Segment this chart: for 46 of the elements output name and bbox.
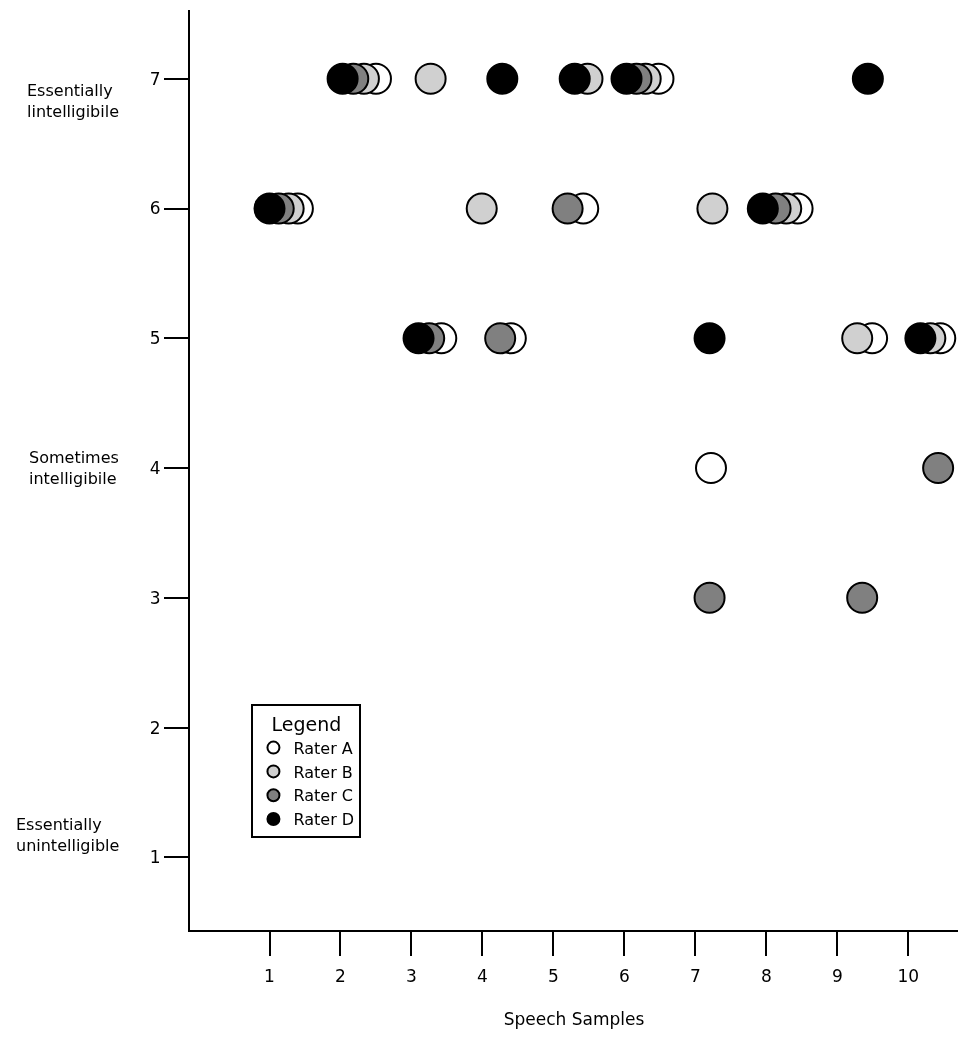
x-tick-label: 9 (831, 966, 843, 987)
x-tick-label: 7 (689, 966, 701, 987)
text: Essentially lintelligibile (27, 81, 119, 121)
point (693, 581, 726, 614)
x-tick-label: 5 (548, 966, 559, 987)
point (693, 322, 726, 355)
point (922, 452, 955, 485)
legend-label: Rater A (293, 738, 353, 758)
legend-label: Rater D (293, 810, 355, 830)
y-tick-label: 7 (149, 68, 161, 89)
legend-title: Legend (271, 712, 342, 735)
point (414, 62, 447, 95)
point (904, 322, 937, 355)
point (610, 62, 643, 95)
x-tick-label: 4 (477, 966, 488, 987)
point (326, 62, 359, 95)
text: Sometimes intelligibile (29, 448, 119, 488)
point (465, 192, 498, 225)
text: Essentially unintelligible (16, 815, 120, 855)
y-tick-label: 1 (149, 847, 161, 868)
point (558, 62, 591, 95)
point (695, 452, 727, 485)
point (846, 581, 879, 614)
y-tick-label: 2 (149, 717, 161, 738)
point (746, 192, 779, 225)
point (851, 62, 884, 95)
x-tick-label: 10 (897, 966, 920, 987)
x-tick-label: 3 (406, 966, 417, 987)
point (841, 322, 874, 355)
x-axis-title: Speech Samples (503, 1009, 645, 1030)
point (253, 192, 286, 225)
x-tick-label: 2 (335, 966, 346, 987)
y-tick-label: 5 (149, 328, 161, 349)
x-tick-label: 6 (618, 966, 630, 987)
point (551, 192, 584, 225)
y-tick-label: 4 (149, 458, 161, 478)
point (402, 322, 435, 355)
legend-label: Rater B (293, 762, 353, 782)
y-tick-label: 3 (149, 587, 161, 608)
legend-label: Rater C (293, 786, 353, 806)
x-tick-label: 1 (264, 966, 275, 987)
x-tick-label: 8 (760, 966, 772, 987)
y-tick-label: 6 (149, 198, 161, 219)
point (696, 192, 729, 225)
point (484, 322, 517, 355)
point (486, 62, 519, 95)
